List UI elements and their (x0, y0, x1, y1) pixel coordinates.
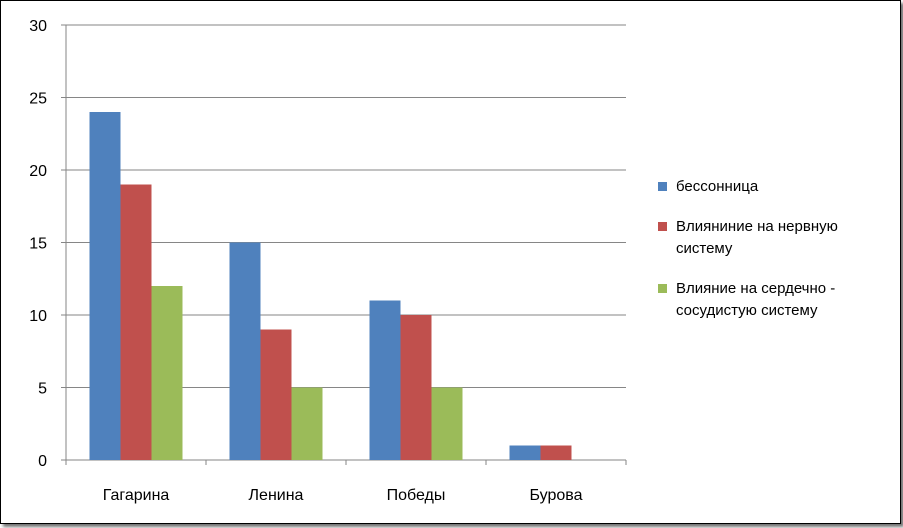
y-tick-label: 25 (29, 91, 47, 108)
legend-item-cardiovascular: Влияние на сердечно - сосудистую систему (658, 278, 893, 322)
y-tick-label: 0 (38, 453, 47, 470)
bar (260, 329, 292, 460)
bar (540, 445, 572, 460)
x-tick-label: Ленина (249, 487, 304, 504)
bar (151, 286, 183, 460)
y-tick-label: 20 (29, 163, 47, 180)
y-tick-label: 5 (38, 381, 47, 398)
x-tick-label: Бурова (530, 487, 583, 504)
bar (509, 445, 541, 460)
bar (120, 184, 152, 460)
bar (400, 315, 432, 460)
y-tick-label: 15 (29, 236, 47, 253)
bar (89, 112, 121, 460)
bar (369, 300, 401, 460)
legend-swatch-insomnia (658, 182, 667, 191)
legend-label-nervous-system: Влияниние на нервную систему (676, 218, 838, 257)
bar (431, 387, 463, 460)
legend-item-nervous-system: Влияниние на нервную систему (658, 216, 893, 260)
y-tick-label: 10 (29, 308, 47, 325)
legend-item-insomnia: бессонница (658, 176, 893, 198)
legend-label-insomnia: бессонница (676, 178, 759, 195)
x-tick-label: Гагарина (103, 487, 170, 504)
legend-label-cardiovascular: Влияние на сердечно - сосудистую систему (676, 280, 836, 319)
x-tick-label: Победы (387, 487, 446, 504)
legend: бессонница Влияниние на нервную систему … (658, 176, 893, 340)
bar (229, 242, 261, 460)
legend-swatch-cardiovascular (658, 284, 667, 293)
bar (291, 387, 323, 460)
y-tick-label: 30 (29, 18, 47, 35)
legend-swatch-nervous-system (658, 222, 667, 231)
